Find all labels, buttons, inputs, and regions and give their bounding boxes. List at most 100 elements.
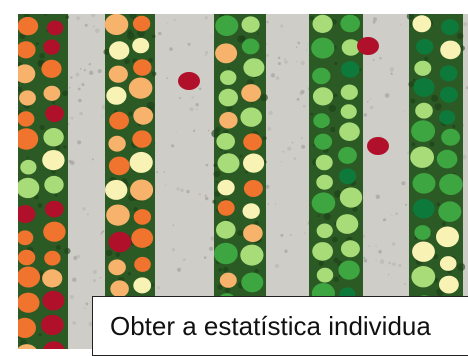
soil-speckle: [84, 308, 86, 310]
plant-crown: [109, 41, 129, 59]
plant-crown: [311, 38, 334, 59]
canopy-texture: [262, 136, 266, 140]
plant-crown: [132, 130, 151, 147]
canopy-texture: [334, 62, 337, 65]
plant-crown: [242, 16, 260, 32]
plant-crown: [439, 276, 459, 294]
canopy-texture: [225, 287, 231, 293]
soil-speckle: [388, 274, 389, 275]
soil-speckle: [156, 171, 158, 173]
soil-speckle: [199, 88, 202, 91]
plant-crown: [45, 105, 64, 122]
canopy-texture: [330, 127, 335, 132]
canopy-texture: [217, 284, 222, 289]
soil-speckle: [379, 57, 381, 59]
soil-speckle: [171, 144, 174, 147]
canopy-texture: [240, 155, 243, 158]
soil-speckle: [76, 16, 80, 20]
plant-crown: [109, 112, 129, 130]
soil-speckle: [298, 42, 301, 45]
soil-speckle: [375, 260, 376, 261]
soil-speckle: [398, 264, 401, 267]
plant-crown: [44, 251, 60, 266]
soil-speckle: [401, 181, 405, 185]
canopy-texture: [309, 16, 314, 21]
canopy-texture: [333, 94, 337, 98]
canopy-texture: [106, 250, 113, 257]
soil-speckle: [98, 69, 102, 73]
canopy-texture: [431, 95, 438, 102]
soil-speckle: [72, 278, 76, 282]
soil-speckle: [70, 76, 72, 78]
soil-speckle: [301, 90, 305, 94]
plant-crown: [439, 174, 463, 195]
plant-crown: [44, 86, 61, 101]
plant-crown: [416, 39, 433, 55]
canopy-texture: [152, 71, 157, 76]
soil-speckle: [268, 127, 272, 131]
plant-crown: [178, 72, 200, 90]
plant-crown: [41, 60, 61, 78]
soil-speckle: [369, 98, 371, 100]
plant-crown: [341, 104, 357, 119]
plant-crown: [109, 66, 128, 83]
soil-speckle: [93, 279, 96, 282]
soil-speckle: [266, 21, 268, 23]
canopy-texture: [51, 170, 56, 175]
plant-crown: [130, 180, 153, 201]
plant-crown: [219, 89, 238, 107]
canopy-texture: [151, 283, 155, 287]
soil-speckle: [205, 51, 208, 54]
soil-speckle: [363, 257, 365, 259]
soil-speckle: [69, 87, 71, 89]
plant-crown: [312, 68, 330, 84]
canopy-texture: [62, 90, 68, 96]
plant-crown: [313, 113, 330, 128]
soil-speckle: [271, 73, 275, 77]
soil-speckle: [395, 212, 398, 215]
canopy-texture: [228, 67, 230, 69]
soil-speckle: [390, 73, 392, 75]
canopy-texture: [39, 53, 45, 59]
canopy-texture: [352, 207, 357, 212]
plant-crown: [42, 150, 64, 170]
canopy-texture: [452, 125, 455, 128]
canopy-texture: [257, 33, 259, 35]
plant-crown: [313, 15, 333, 33]
soil-speckle: [177, 268, 181, 272]
soil-speckle: [101, 232, 103, 234]
canopy-texture: [39, 333, 42, 336]
plant-crown: [414, 61, 431, 76]
plant-crown: [220, 70, 236, 85]
plant-crown: [108, 136, 125, 152]
plant-crown: [242, 39, 260, 55]
plant-crown: [215, 43, 237, 63]
soil-speckle: [196, 109, 197, 110]
plant-crown: [41, 315, 64, 335]
plant-crown: [19, 90, 36, 105]
plant-crown: [339, 122, 360, 141]
plant-crown: [341, 61, 359, 78]
plant-crown: [241, 273, 263, 293]
plant-crown: [438, 201, 461, 222]
soil-speckle: [367, 101, 369, 103]
soil-speckle: [390, 67, 395, 72]
soil-speckle: [193, 130, 195, 132]
caption-box: Obter a estatística individua: [92, 296, 468, 356]
plant-crown: [412, 242, 435, 262]
plant-crown: [133, 59, 151, 76]
canopy-texture: [413, 79, 416, 82]
canopy-texture: [311, 113, 314, 116]
canopy-texture: [457, 33, 464, 40]
plant-crown: [214, 243, 238, 264]
plant-crown: [243, 203, 260, 219]
plant-crown: [338, 261, 359, 280]
canopy-texture: [116, 252, 121, 257]
soil-speckle: [281, 161, 283, 163]
canopy-texture: [36, 42, 39, 45]
plant-crown: [42, 269, 62, 287]
soil-speckle: [266, 54, 269, 57]
canopy-texture: [223, 267, 228, 272]
soil-speckle: [287, 147, 291, 151]
plant-crown: [411, 120, 435, 142]
